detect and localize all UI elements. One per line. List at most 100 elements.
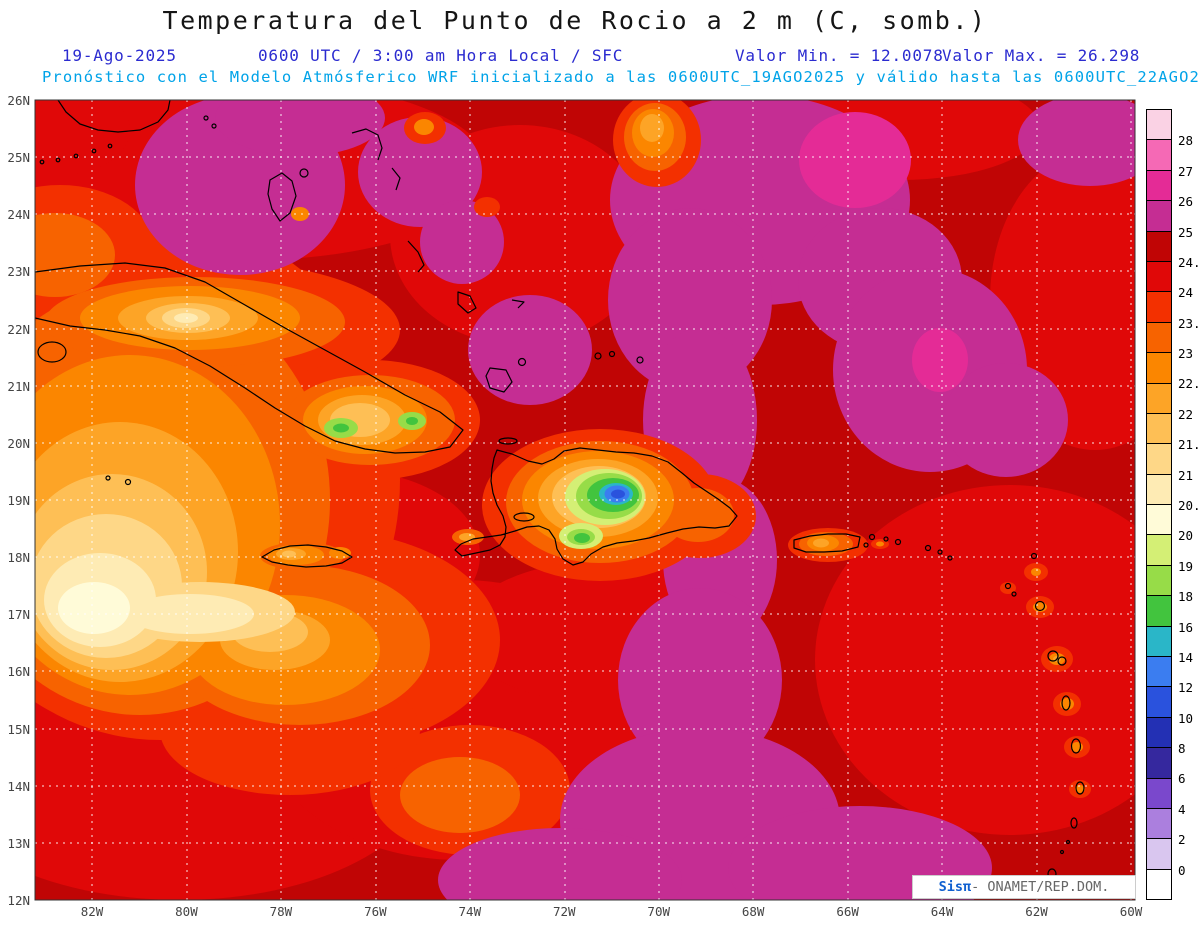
lon-tick-label: 80W [175,904,198,919]
lat-tick-label: 21N [7,378,30,394]
plot-frame [34,99,1136,901]
lat-tick-label: 20N [7,435,30,451]
lat-tick-label: 22N [7,321,30,337]
coastline-andros [267,172,297,222]
min-value-label: Valor Min. = 12.0078 [735,46,944,65]
colorbar-label: 16 [1178,619,1194,635]
lat-tick-label: 14N [7,778,30,794]
colorbar-label: 0 [1178,862,1186,878]
watermark-suffix: - ONAMET/REP.DOM. [971,879,1110,895]
colorbar-segment [1146,109,1172,141]
valid-time-label: 0600 UTC / 3:00 am Hora Local / SFC [258,46,624,65]
colorbar-label: 20.5 [1178,498,1200,513]
lat-tick-label: 12N [7,893,30,908]
colorbar-label: 19 [1178,558,1194,574]
colorbar-segment [1146,777,1172,809]
colorbar-segment [1146,656,1172,688]
coastline-cuba [35,262,464,454]
coastlines [35,100,1085,880]
lat-tick-label: 24N [7,207,30,223]
lat-tick-label: 18N [7,550,30,566]
lat-tick-label: 13N [7,835,30,851]
lat-tick-label: 25N [7,150,30,166]
lon-tick-label: 70W [647,904,670,919]
colorbar-segment [1146,625,1172,658]
model-info-line: Pronóstico con el Modelo Atmósferico WRF… [42,68,1200,86]
colorbar-label: 8 [1178,741,1186,757]
contour-fills [35,100,1135,900]
lon-tick-label: 78W [269,904,293,919]
lon-tick-label: 68W [741,904,765,919]
lon-tick-label: 76W [364,904,387,919]
colorbar-segment [1146,443,1172,475]
colorbar-segment [1146,564,1172,597]
lat-tick-label: 23N [7,264,30,280]
colorbar-segment [1146,747,1172,779]
colorbar-label: 2 [1178,832,1186,848]
colorbar-segment [1146,230,1172,262]
colorbar-segment [1146,352,1172,384]
colorbar [1146,109,1172,901]
coastline-great-inagua [485,367,513,393]
lon-tick-label: 72W [552,904,576,919]
colorbar-segment [1146,412,1172,445]
lat-tick-label: 17N [7,607,30,623]
colorbar-segment [1146,595,1172,627]
colorbar-label: 24 [1178,285,1194,301]
colorbar-segment [1146,534,1172,566]
colorbar-label: 6 [1178,771,1186,787]
date-label: 19-Ago-2025 [62,46,177,65]
colorbar-label: 4 [1178,801,1186,817]
colorbar-label: 21.5 [1178,437,1200,453]
colorbar-label: 22 [1178,406,1194,422]
max-value-label: Valor Max. = 26.298 [942,46,1141,65]
colorbar-label: 18 [1178,589,1194,605]
colorbar-label: 24.5 [1178,254,1200,270]
colorbar-segment [1146,807,1172,840]
lat-tick-label: 16N [7,664,30,680]
lon-tick-label: 74W [458,904,482,919]
lon-tick-label: 60W [1119,904,1143,919]
colorbar-segment [1146,473,1172,506]
colorbar-label: 28 [1178,133,1194,149]
colorbar-label: 10 [1178,710,1194,726]
colorbar-label: 20 [1178,528,1194,544]
lon-tick-label: 64W [930,904,954,919]
lon-tick-label: 62W [1025,904,1048,919]
colorbar-segment [1146,200,1172,232]
lat-tick-label: 26N [7,93,30,108]
colorbar-segment [1146,716,1172,749]
colorbar-label: 21 [1178,467,1194,483]
colorbar-segment [1146,382,1172,414]
colorbar-label: 14 [1178,649,1194,665]
coastline-jamaica [261,544,353,568]
coastline-puerto-rico [793,533,861,553]
coastline-florida [57,100,171,133]
colorbar-segment [1146,169,1172,202]
colorbar-segment [1146,686,1172,718]
lon-tick-label: 82W [80,904,104,919]
colorbar-label: 25 [1178,224,1194,240]
coastline-hispaniola [454,447,738,566]
lon-tick-label: 66W [836,904,859,919]
colorbar-label: 22.5 [1178,376,1200,392]
colorbar-label: 26 [1178,194,1194,210]
colorbar-label: 23 [1178,346,1194,362]
map-title: Temperatura del Punto de Rocio a 2 m (C,… [162,6,988,35]
watermark-brand: Sisπ [938,879,972,895]
colorbar-segment [1146,291,1172,323]
lat-tick-label: 19N [7,493,30,508]
colorbar-segment [1146,260,1172,293]
colorbar-label: 27 [1178,163,1194,179]
colorbar-segment [1146,868,1172,901]
colorbar-segment [1146,139,1172,171]
lat-tick-label: 15N [7,721,30,737]
grid-lines [35,100,1135,900]
colorbar-label: 12 [1178,680,1194,696]
colorbar-label: 23.5 [1178,315,1200,331]
colorbar-segment [1146,321,1172,354]
colorbar-segment [1146,838,1172,870]
colorbar-segment [1146,504,1172,536]
